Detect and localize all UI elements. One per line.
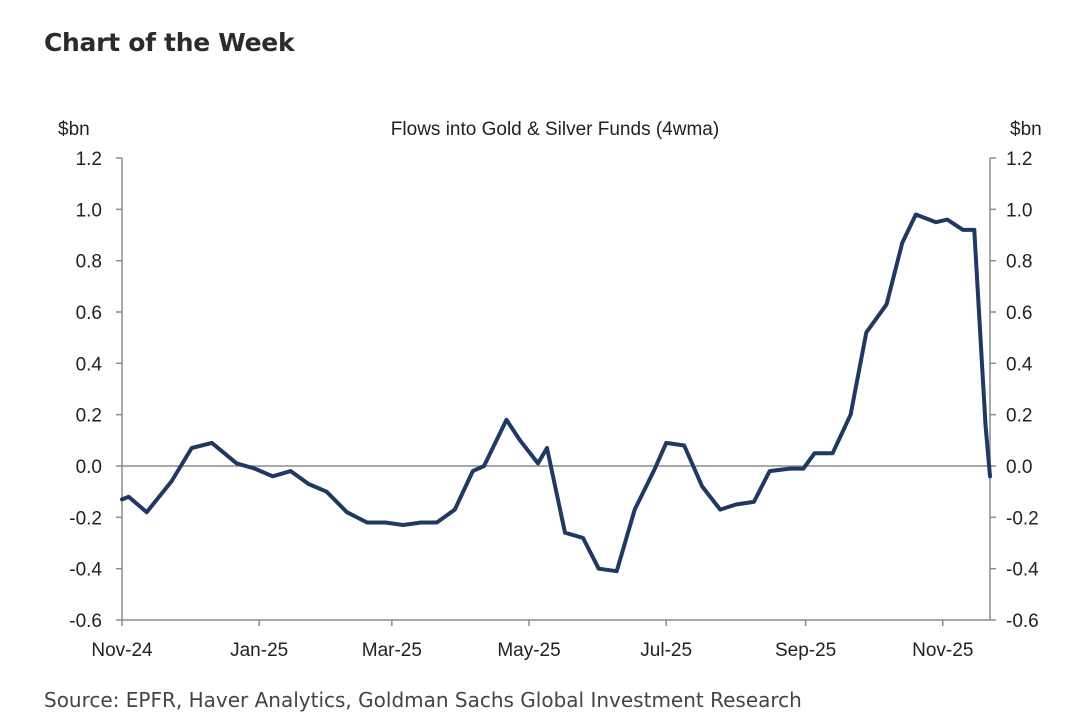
source-note: Source: EPFR, Haver Analytics, Goldman S… [44, 688, 802, 712]
x-tick-label: Nov-24 [91, 640, 153, 661]
right-y-tick-label: -0.2 [1006, 508, 1039, 529]
right-y-tick-label: 1.2 [1006, 149, 1032, 170]
axes: 1.2 1.2 1.0 1.0 0.8 0.8 0.6 0.6 0.4 0.4 0.2 0.2 0.0 0… [69, 149, 1039, 661]
left-y-tick-label: -0.4 [69, 560, 102, 581]
flows-line-segment [120, 212, 977, 574]
x-tick-label: May-25 [497, 640, 560, 661]
flows-line-segment [983, 422, 992, 479]
left-y-tick-label: 0.2 [76, 406, 102, 427]
x-tick-label: Jul-25 [640, 640, 692, 661]
right-y-tick-label: 0.2 [1006, 406, 1032, 427]
left-y-tick-label: 0.4 [76, 354, 103, 375]
left-y-tick-label: 1.0 [76, 200, 102, 221]
right-y-tick-label: -0.6 [1006, 611, 1039, 632]
right-axis-unit: $bn [1010, 119, 1042, 140]
series-layer [120, 212, 992, 574]
left-y-tick-label: -0.2 [69, 508, 102, 529]
right-y-tick-label: 0.8 [1006, 252, 1032, 273]
page-heading: Chart of the Week [44, 28, 295, 57]
right-y-tick-label: 0.0 [1006, 457, 1032, 478]
flows-line-connector [972, 227, 988, 427]
right-y-tick-label: 0.4 [1006, 354, 1033, 375]
x-tick-label: Jan-25 [230, 640, 288, 661]
x-tick-label: Mar-25 [362, 640, 422, 661]
x-tick-label: Sep-25 [775, 640, 836, 661]
left-y-tick-label: 0.6 [76, 303, 102, 324]
x-tick-label: Nov-25 [912, 640, 973, 661]
right-y-tick-label: -0.4 [1006, 560, 1039, 581]
left-y-tick-label: -0.6 [69, 611, 102, 632]
left-axis-unit: $bn [58, 119, 90, 140]
left-y-tick-label: 1.2 [76, 149, 102, 170]
left-y-tick-label: 0.8 [76, 252, 102, 273]
right-y-tick-label: 1.0 [1006, 200, 1032, 221]
right-y-tick-label: 0.6 [1006, 303, 1032, 324]
left-y-tick-label: 0.0 [76, 457, 102, 478]
chart-title: Flows into Gold & Silver Funds (4wma) [391, 119, 719, 140]
